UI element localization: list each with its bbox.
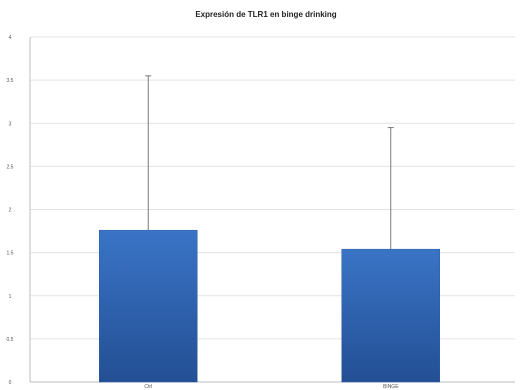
y-tick-label: 2.5 [7, 164, 14, 170]
x-tick-label: Ctrl [144, 384, 152, 390]
y-tick-label: 1.5 [7, 251, 14, 257]
y-tick-label: 3 [9, 121, 12, 127]
y-tick-label: 2 [9, 208, 12, 214]
bars [99, 229, 440, 383]
y-tick-label: 0.5 [7, 337, 14, 343]
error-bars [145, 75, 394, 250]
bar-binge [341, 248, 440, 383]
x-tick-label: BINGE [383, 384, 399, 390]
y-tick-label: 4 [9, 35, 12, 41]
chart-title: Expresión de TLR1 en binge drinking [195, 10, 336, 19]
y-tick-label: 3.5 [7, 78, 14, 84]
y-axis-ticks: 0 0.5 1 1.5 2 2.5 3 3.5 4 [7, 35, 14, 386]
x-axis-ticks: Ctrl BINGE [144, 384, 399, 390]
bar-ctrl [99, 229, 198, 383]
y-tick-label: 1 [9, 294, 12, 300]
y-tick-label: 0 [9, 380, 12, 386]
